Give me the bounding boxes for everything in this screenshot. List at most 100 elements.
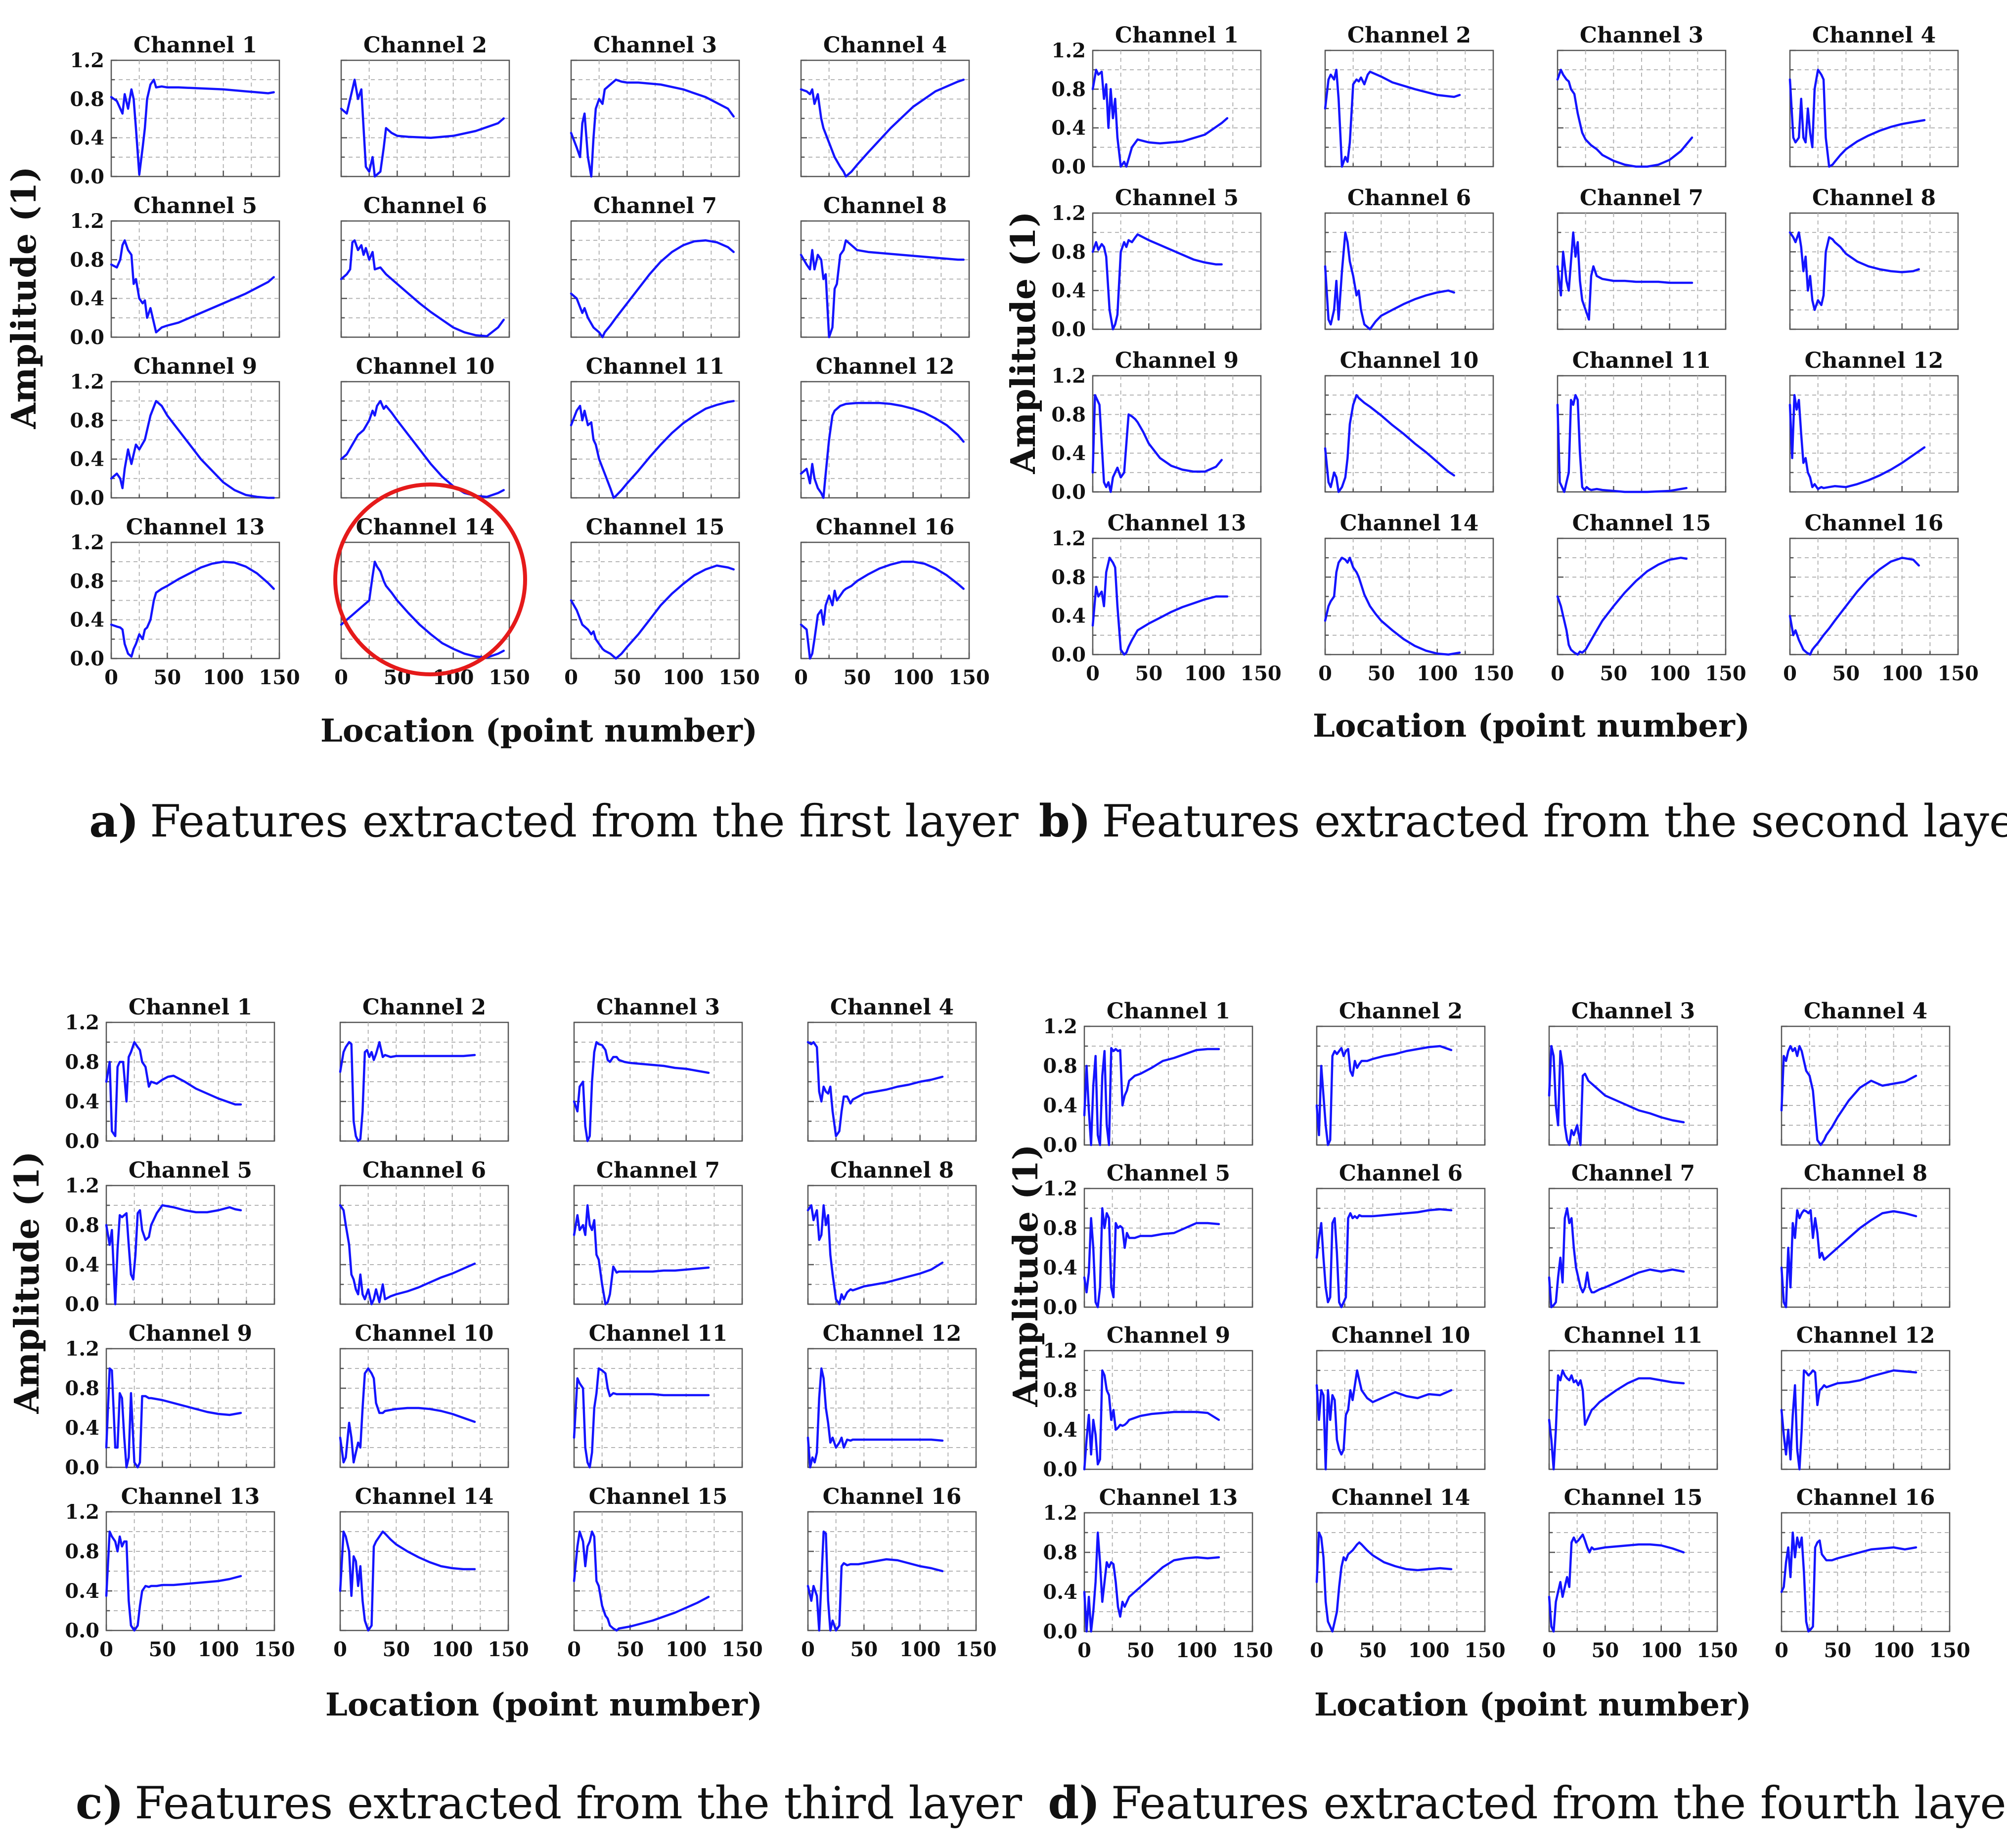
y-tick-label: 0.8	[70, 409, 104, 432]
subplot-c-ch2: Channel 2	[339, 995, 509, 1143]
y-tick-label: 0.4	[1043, 1256, 1077, 1279]
subplot-title: Channel 12	[816, 354, 955, 379]
series-line	[105, 1204, 242, 1306]
subplot-title: Channel 2	[1347, 23, 1471, 48]
subplot-c-ch11: Channel 11	[573, 1321, 743, 1469]
subplot-c-ch14: Channel 14 0 50 100 150	[333, 1484, 529, 1661]
x-tick-label: 100	[663, 666, 704, 689]
x-tick-label: 0	[1551, 662, 1564, 685]
series-line	[339, 1041, 476, 1143]
panel-a-caption: a) Features extracted from the first laye…	[89, 795, 1019, 847]
series-line	[1091, 394, 1223, 493]
subplot-a-ch6: Channel 6	[340, 193, 510, 338]
series-line	[1315, 1208, 1453, 1309]
y-tick-label: 0.4	[65, 1090, 99, 1113]
subplot-b-ch5: Channel 5 0.0 0.4 0.8 1.2	[1051, 185, 1262, 341]
x-tick-label: 100	[1176, 1639, 1217, 1662]
series-line	[1780, 1045, 1918, 1146]
subplot-title: Channel 11	[589, 1321, 728, 1346]
y-tick-label: 0.4	[1043, 1581, 1077, 1604]
subplot-c-ch12: Channel 12	[806, 1321, 977, 1469]
subplot-title: Channel 14	[1340, 511, 1479, 536]
panel-c-ylabel: Amplitude (1)	[7, 1151, 47, 1414]
subplot-a-ch11: Channel 11	[570, 354, 740, 499]
x-tick-label: 50	[148, 1638, 176, 1661]
subplot-title: Channel 3	[593, 33, 717, 58]
panel-b-caption: b) Features extracted from the second lay…	[1039, 795, 2007, 847]
subplot-title: Channel 4	[1804, 999, 1927, 1024]
y-tick-label: 0.0	[65, 1293, 99, 1316]
series-line	[1091, 68, 1229, 168]
subplot-a-ch4: Channel 4	[800, 33, 970, 178]
subplot-b-ch6: Channel 6	[1324, 185, 1494, 331]
subplot-title: Channel 8	[823, 193, 947, 219]
subplot-b-ch10: Channel 10	[1324, 348, 1494, 493]
y-tick-label: 0.8	[1043, 1217, 1077, 1240]
y-tick-label: 0.8	[65, 1377, 99, 1400]
subplot-b-ch14: Channel 14 0 50 100 150	[1318, 511, 1514, 685]
x-tick-label: 100	[892, 666, 934, 689]
y-tick-label: 0.4	[1043, 1418, 1077, 1442]
x-tick-label: 50	[1832, 662, 1860, 685]
y-tick-label: 0.8	[1043, 1055, 1077, 1078]
series-line	[800, 78, 965, 178]
panel-c-caption: c) Features extracted from the third laye…	[76, 1777, 1023, 1829]
x-tick-label: 50	[382, 1638, 410, 1661]
x-tick-label: 150	[948, 666, 990, 689]
y-tick-label: 1.2	[70, 370, 104, 394]
subplot-title: Channel 6	[362, 1158, 486, 1183]
series-line	[573, 1367, 710, 1469]
series-line	[1315, 1531, 1453, 1633]
x-tick-label: 100	[899, 1638, 941, 1661]
subplot-title: Channel 8	[830, 1158, 954, 1183]
subplot-d-ch16: Channel 16 0 50 100 150	[1775, 1485, 1970, 1662]
y-tick-label: 0.0	[1051, 155, 1086, 178]
x-tick-label: 0	[1086, 662, 1100, 685]
series-line	[340, 239, 505, 338]
subplot-a-ch12: Channel 12	[800, 354, 970, 499]
subplot-title: Channel 3	[1571, 999, 1695, 1024]
subplot-title: Channel 10	[1340, 348, 1479, 373]
series-line	[1324, 231, 1455, 331]
subplot-c-ch16: Channel 16 0 50 100 150	[801, 1484, 997, 1661]
y-tick-label: 0.4	[70, 127, 104, 150]
y-tick-label: 0.4	[1051, 605, 1086, 628]
subplot-title: Channel 13	[121, 1484, 260, 1509]
subplot-b-ch16: Channel 16 0 50 100 150	[1783, 511, 1979, 685]
subplot-b-ch11: Channel 11	[1556, 348, 1727, 493]
series-line	[339, 1204, 476, 1306]
series-line	[105, 1530, 242, 1632]
subplot-b-ch13: Channel 13 0.0 0.4 0.8 1.2 0 50 100 150	[1051, 511, 1281, 685]
x-tick-label: 50	[1591, 1639, 1619, 1662]
x-tick-label: 100	[203, 666, 244, 689]
highlight-circle	[333, 483, 527, 676]
subplot-a-ch2: Channel 2	[340, 33, 510, 178]
y-tick-label: 1.2	[1051, 527, 1086, 550]
subplot-d-ch12: Channel 12	[1780, 1323, 1951, 1471]
subplot-title: Channel 12	[823, 1321, 962, 1346]
subplot-b-ch4: Channel 4	[1788, 23, 1959, 168]
x-tick-label: 100	[1408, 1639, 1450, 1662]
y-tick-label: 0.4	[70, 287, 104, 310]
y-tick-label: 0.8	[1043, 1541, 1077, 1564]
series-line	[573, 1530, 710, 1632]
subplot-d-ch5: Channel 5 0.0 0.4 0.8 1.2	[1043, 1161, 1253, 1319]
x-tick-label: 150	[1705, 662, 1746, 685]
series-line	[110, 239, 275, 334]
y-tick-label: 1.2	[1051, 39, 1086, 62]
subplot-title: Channel 7	[593, 193, 717, 219]
x-tick-label: 0	[1542, 1639, 1556, 1662]
y-tick-label: 0.0	[65, 1619, 99, 1642]
subplot-title: Channel 10	[1332, 1323, 1471, 1348]
x-tick-label: 150	[488, 1638, 529, 1661]
subplot-title: Channel 1	[1115, 23, 1239, 48]
x-tick-label: 150	[955, 1638, 997, 1661]
subplot-a-ch3: Channel 3	[570, 33, 740, 178]
subplot-title: Channel 2	[362, 995, 486, 1020]
x-tick-label: 100	[433, 666, 474, 689]
x-tick-label: 0	[1775, 1639, 1788, 1662]
y-tick-label: 0.4	[65, 1253, 99, 1276]
x-tick-label: 150	[721, 1638, 763, 1661]
panel-b-xlabel: Location (point number)	[1313, 707, 1750, 745]
subplot-title: Channel 4	[830, 995, 954, 1020]
